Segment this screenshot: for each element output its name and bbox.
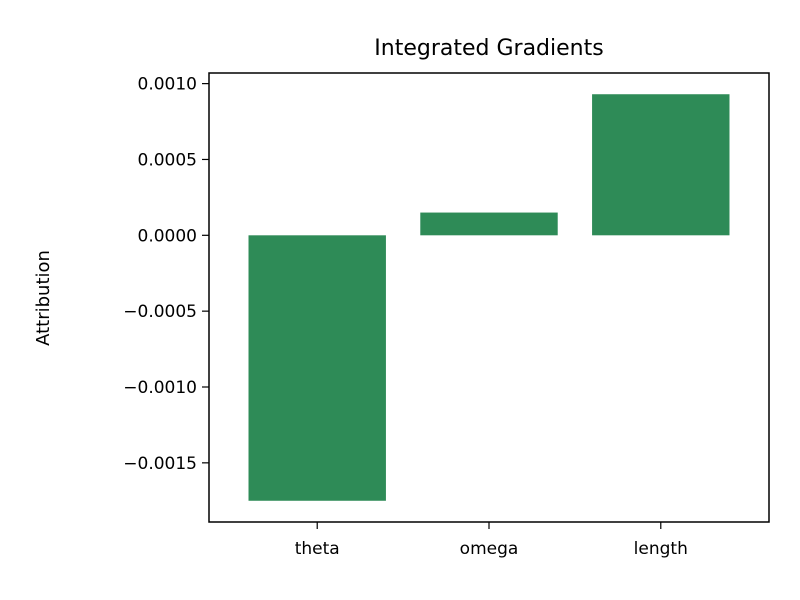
chart-title: Integrated Gradients: [374, 36, 603, 61]
y-axis-ticks: 0.0010 0.0005 0.0000 −0.0005 −0.0010 −0.0015: [123, 75, 209, 474]
y-tick-label: 0.0005: [138, 150, 197, 170]
bar-length: [592, 94, 730, 236]
bars-group: [248, 94, 730, 501]
y-tick-label: −0.0005: [123, 302, 197, 322]
x-tick-label-theta: theta: [295, 539, 340, 559]
x-axis-ticks: theta omega length: [295, 522, 688, 559]
y-tick-label: 0.0010: [138, 75, 197, 95]
x-tick-label-length: length: [634, 539, 688, 559]
y-tick-label: 0.0000: [138, 226, 197, 246]
bar-theta: [248, 235, 386, 501]
x-tick-label-omega: omega: [460, 539, 519, 559]
y-tick-label: −0.0010: [123, 378, 197, 398]
bar-omega: [420, 212, 558, 236]
y-axis-label: Attribution: [33, 250, 54, 346]
y-tick-label: −0.0015: [123, 454, 197, 474]
